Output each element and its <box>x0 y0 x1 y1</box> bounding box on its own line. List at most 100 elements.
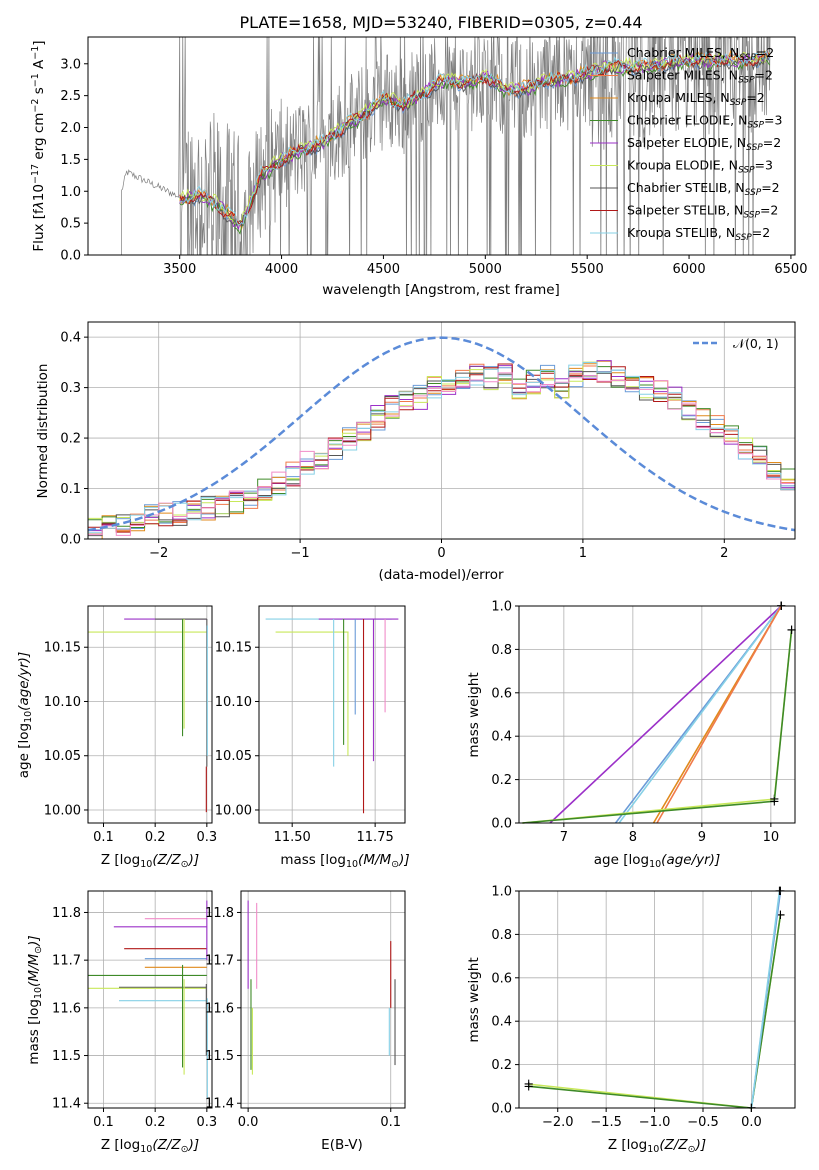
mass-vs-Z-xtick-label-1: 0.2 <box>145 1115 166 1130</box>
mass-vs-Z-x-axis-label: Z [log10(Z/Z⊙)] <box>101 1137 199 1155</box>
spectrum-ytick-label-1: 0.5 <box>60 217 81 232</box>
weight-vs-age-ytick-label-3: 0.6 <box>491 686 512 701</box>
residuals-y-axis-label: Normed distribution <box>35 364 51 499</box>
residuals-xtick-label-0: −2 <box>149 546 168 561</box>
age-vs-Z-y-axis-label: age [log10(age/yr)] <box>16 652 34 778</box>
weight-vs-age-panel: +++++++++7 8 9 100.00.20.40.60.81.0 <box>491 599 797 845</box>
residuals-xtick-label-1: −1 <box>291 546 310 561</box>
weight-vs-age-ytick-label-1: 0.2 <box>491 773 512 788</box>
spectrum-legend-entry-2: Kroupa MILES, NSSP=2 <box>627 90 765 108</box>
weight-vs-Z-marker-1-0: + <box>523 1079 534 1094</box>
weight-vs-age-ytick-label-2: 0.4 <box>491 730 512 745</box>
residuals-xtick-label-3: 1 <box>579 546 587 561</box>
mass-vs-EBV-panel: 0.0 0.1 11.4 11.5 11.6 11.7 11.8 <box>205 890 406 1130</box>
spectrum-legend-entry-3: Chabrier ELODIE, NSSP=3 <box>627 113 782 131</box>
spectrum-xtick-label-0: 3500 <box>163 262 196 277</box>
weight-vs-Z-ytick-label-5: 1.0 <box>491 885 512 900</box>
spectrum-y-axis-label: Flux [fλ10−17 erg cm−2 s−1 A−1] <box>30 40 47 251</box>
mass-vs-EBV-ytick-label-3: 11.7 <box>205 954 234 969</box>
spectrum-legend-entry-5: Kroupa ELODIE, NSSP=3 <box>627 158 773 176</box>
spectrum-xtick-label-4: 5500 <box>571 262 604 277</box>
mass-vs-EBV-ytick-label-1: 11.5 <box>205 1049 234 1064</box>
spectrum-legend-entry-1: Salpeter MILES, NSSP=2 <box>627 68 773 86</box>
spectrum-ytick-label-4: 2.0 <box>60 121 81 136</box>
residuals-ytick-label-3: 0.3 <box>60 381 81 396</box>
weight-vs-age-ytick-label-0: 0.0 <box>491 817 512 832</box>
age-vs-mass-frame <box>258 605 406 824</box>
age-vs-mass-ytick-label-3: 10.15 <box>215 641 252 656</box>
age-vs-Z-panel: 0.1 0.2 0.3 10.00 10.05 10.10 10.15 <box>44 605 217 845</box>
weight-vs-age-ytick-label-5: 1.0 <box>491 600 512 615</box>
residuals-histogram-7 <box>88 363 795 539</box>
mass-vs-EBV-frame <box>240 890 406 1109</box>
age-vs-Z-x-axis-label: Z [log10(Z/Z⊙)] <box>101 852 199 870</box>
weight-vs-age-series-4 <box>656 605 782 824</box>
age-vs-Z-xtick-label-2: 0.3 <box>196 830 217 845</box>
weight-vs-age-series-2 <box>618 605 782 824</box>
weight-vs-age-series-6 <box>522 629 793 824</box>
mass-vs-EBV-ytick-label-0: 11.4 <box>205 1097 234 1112</box>
spectrum-panel: 3500 4000 4500 5000 5500 6000 6500 0.0 0.5 1.0 1.5… <box>60 36 807 277</box>
spectrum-legend-entry-8: Kroupa STELIB, NSSP=2 <box>627 225 770 243</box>
spectrum-ytick-label-5: 2.5 <box>60 89 81 104</box>
mass-vs-Z-ytick-label-2: 11.6 <box>52 1001 81 1016</box>
mass-vs-EBV-ytick-label-2: 11.6 <box>205 1001 234 1016</box>
spectrum-legend-entry-4: Salpeter ELODIE, NSSP=2 <box>627 135 781 153</box>
weight-vs-Z-ytick-label-3: 0.6 <box>491 971 512 986</box>
weight-vs-age-x-axis-label: age [log10(age/yr)] <box>594 852 720 870</box>
spectrum-legend-entry-7: Salpeter STELIB, NSSP=2 <box>627 203 778 221</box>
spectrum-ytick-label-0: 0.0 <box>60 249 81 264</box>
weight-vs-Z-ytick-label-1: 0.2 <box>491 1058 512 1073</box>
weight-vs-Z-panel: ++++++++++−2.0 −1.5 −1.0 −0.5 0.00.00.20.40.… <box>491 884 796 1130</box>
weight-vs-Z-xtick-label-0: −2.0 <box>542 1115 574 1130</box>
residuals-ytick-label-4: 0.4 <box>60 331 81 346</box>
weight-vs-age-marker-6-2: + <box>786 623 797 638</box>
residuals-histogram-6 <box>88 371 795 539</box>
weight-vs-age-xtick-label-3: 10 <box>763 830 780 845</box>
age-vs-mass-x-axis-label: mass [log10(M/M⊙)] <box>280 852 409 870</box>
figure-title: PLATE=1658, MJD=53240, FIBERID=0305, z=0… <box>239 13 642 32</box>
weight-vs-age-series-0 <box>549 605 782 824</box>
spectrum-xtick-label-2: 4500 <box>367 262 400 277</box>
spectrum-xtick-label-1: 4000 <box>265 262 298 277</box>
mass-vs-Z-frame <box>87 890 213 1109</box>
spectrum-xtick-label-3: 5000 <box>469 262 502 277</box>
spectrum-ytick-label-2: 1.0 <box>60 185 81 200</box>
spectrum-ytick-label-6: 3.0 <box>60 57 81 72</box>
residuals-x-axis-label: (data-model)/error <box>378 567 504 583</box>
age-vs-Z-ytick-label-1: 10.05 <box>44 749 81 764</box>
mass-vs-Z-xtick-label-0: 0.1 <box>93 1115 114 1130</box>
mass-vs-EBV-xtick-label-1: 0.1 <box>380 1115 401 1130</box>
age-vs-mass-ytick-label-1: 10.05 <box>215 749 252 764</box>
spectrum-xtick-label-6: 6500 <box>774 262 807 277</box>
weight-vs-age-marker-6-1: + <box>769 794 780 809</box>
mass-vs-EBV-x-axis-label: E(B-V) <box>321 1137 363 1153</box>
spectrum-legend-entry-0: Chabrier MILES, NSSP=2 <box>627 45 774 63</box>
weight-vs-age-xtick-label-1: 8 <box>629 830 637 845</box>
mass-vs-Z-ytick-label-1: 11.5 <box>52 1049 81 1064</box>
weight-vs-Z-ytick-label-2: 0.4 <box>491 1015 512 1030</box>
weight-vs-Z-ytick-label-4: 0.8 <box>491 928 512 943</box>
weight-vs-age-ytick-label-4: 0.8 <box>491 643 512 658</box>
weight-vs-Z-series-3 <box>750 890 781 1109</box>
weight-vs-age-xtick-label-0: 7 <box>560 830 568 845</box>
spectrum-data-line <box>102 37 771 255</box>
spectrum-x-axis-label: wavelength [Angstrom, rest frame] <box>322 282 560 298</box>
spectrum-model-line-8 <box>179 50 771 226</box>
mass-vs-EBV-xtick-label-0: 0.0 <box>238 1115 259 1130</box>
spectrum-frame <box>87 36 796 256</box>
age-vs-Z-ytick-label-2: 10.10 <box>44 695 81 710</box>
spectrum-model-line-6 <box>179 53 771 227</box>
spectrum-ytick-label-3: 1.5 <box>60 153 81 168</box>
weight-vs-age-xtick-label-2: 9 <box>698 830 706 845</box>
weight-vs-age-y-axis-label: mass weight <box>466 672 482 757</box>
age-vs-mass-ytick-label-2: 10.10 <box>215 695 252 710</box>
mass-vs-Z-y-axis-label: mass [log10(M/M⊙)] <box>26 935 44 1064</box>
residuals-xtick-label-4: 2 <box>720 546 728 561</box>
weight-vs-Z-xtick-label-2: −1.0 <box>639 1115 671 1130</box>
residuals-legend-entry: 𝒩(0, 1) <box>733 336 779 351</box>
residuals-xtick-label-2: 0 <box>437 546 445 561</box>
residuals-ytick-label-2: 0.2 <box>60 432 81 447</box>
weight-vs-Z-frame <box>518 890 796 1109</box>
